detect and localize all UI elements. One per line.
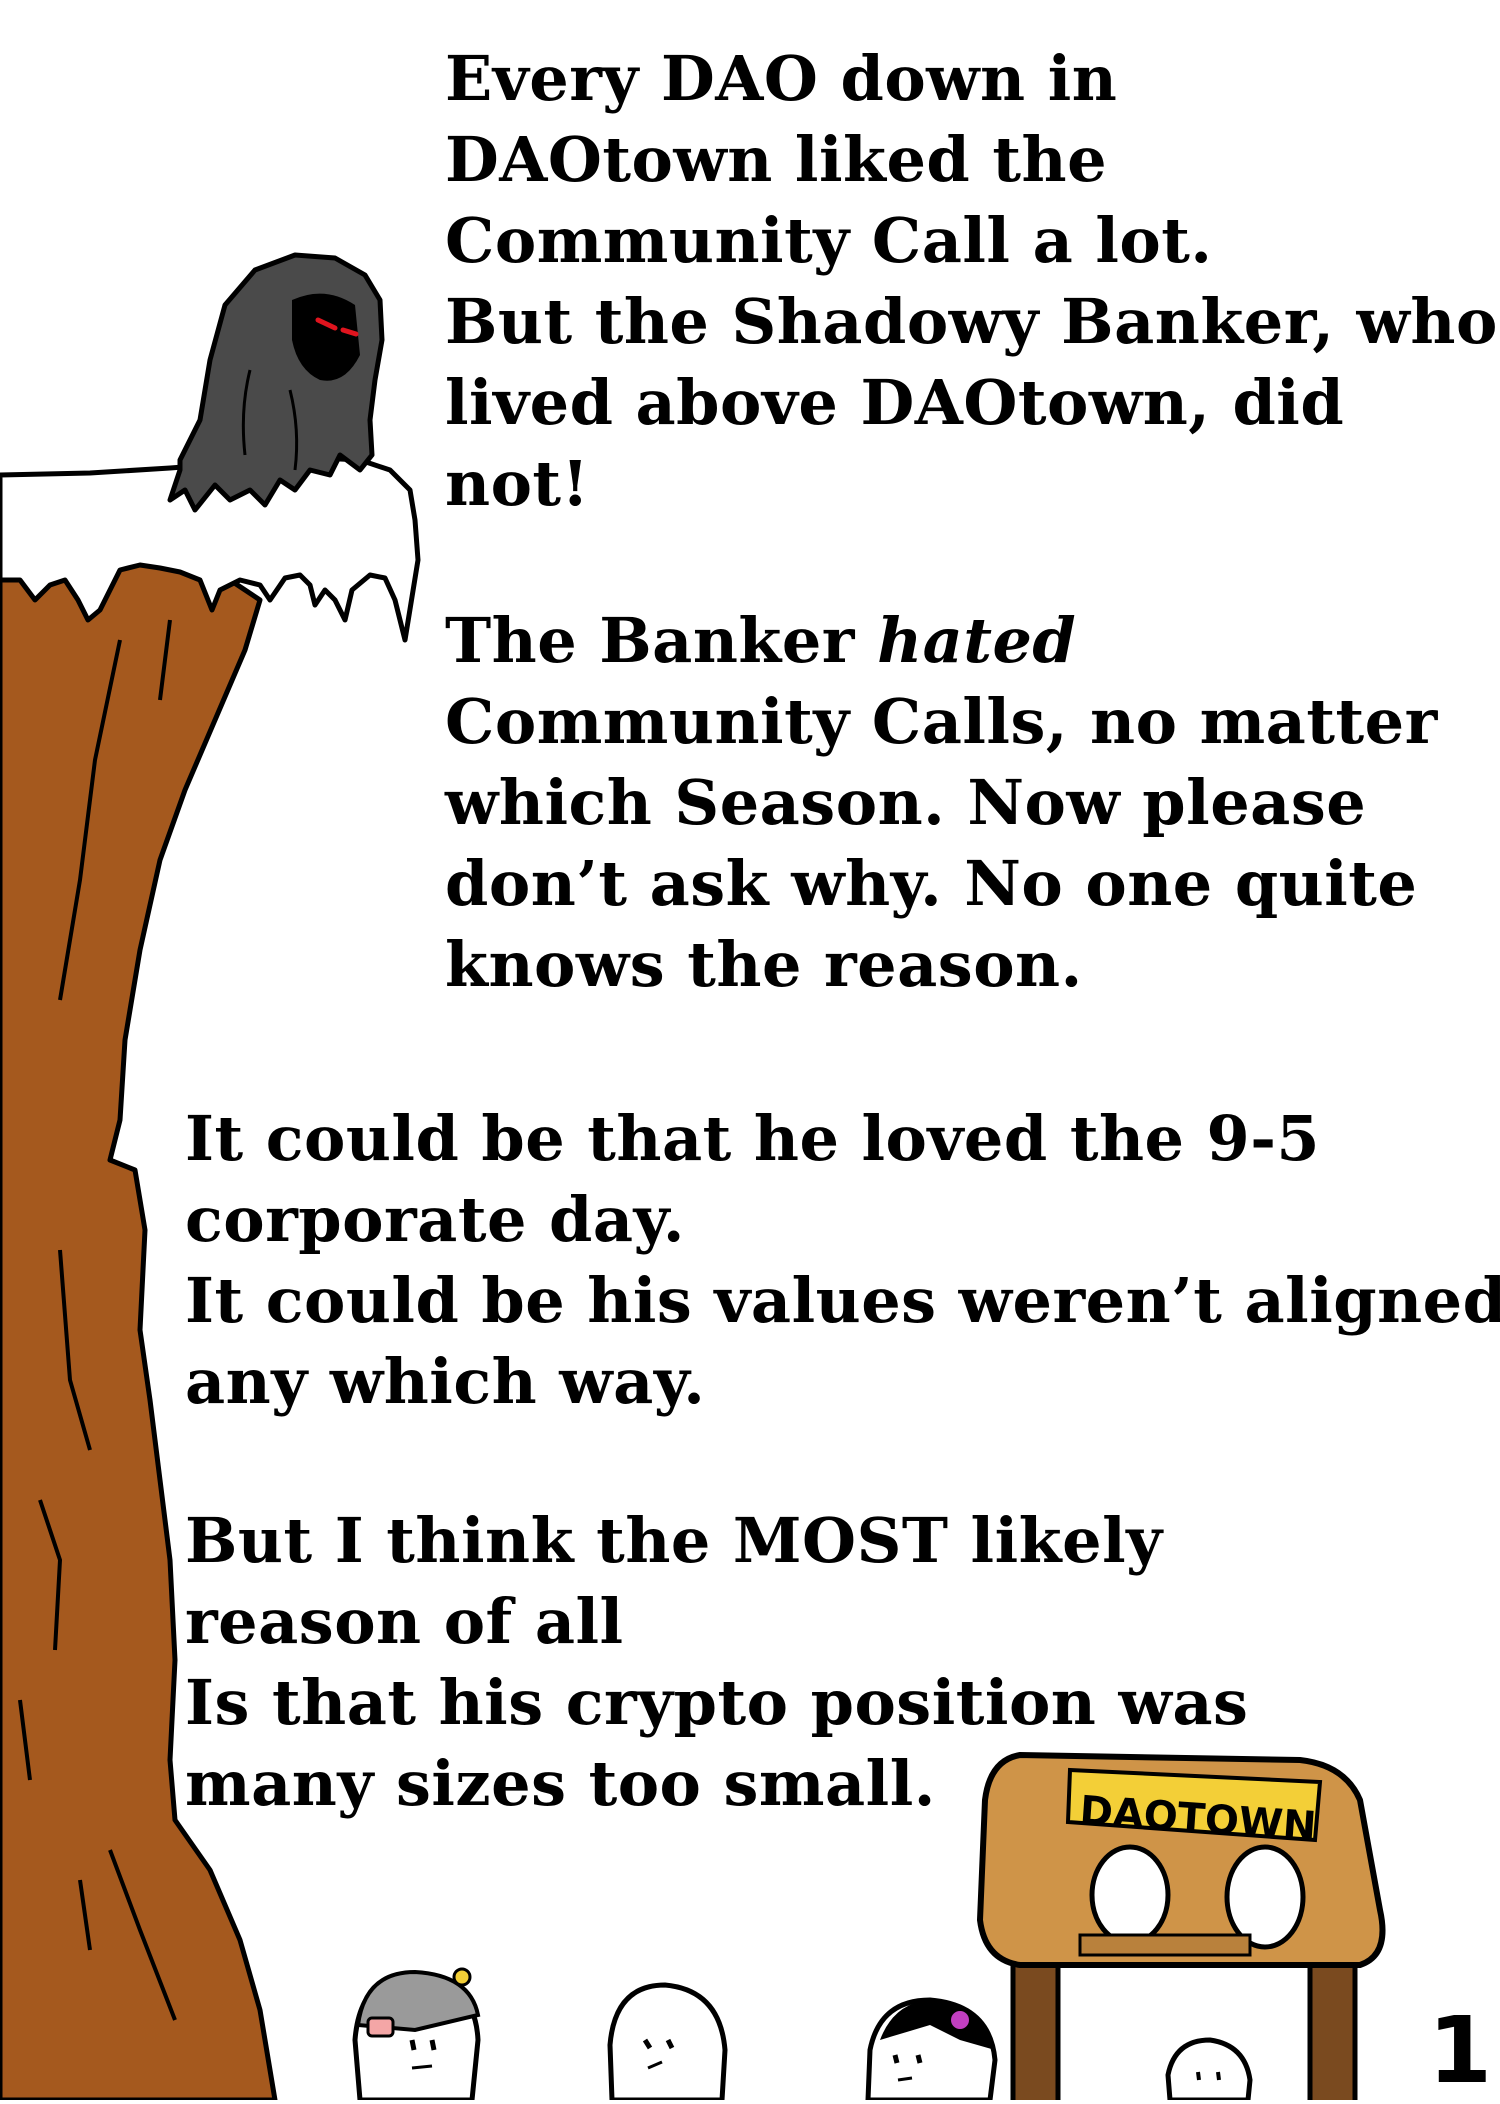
story-paragraph-2: The Banker hated Community Calls, no mat…	[445, 600, 1438, 1005]
page-number: 1	[1428, 1997, 1493, 2104]
story-line: But the Shadowy Banker, who	[445, 285, 1498, 358]
shadowy-banker	[167, 252, 385, 513]
story-text: The Banker	[445, 604, 878, 677]
dao-character-helmet	[352, 1967, 481, 2100]
story-line: any which way.	[185, 1345, 706, 1418]
story-line: Is that his crypto position was	[185, 1666, 1249, 1739]
story-line: don’t ask why. No one quite	[445, 847, 1418, 920]
dao-character-behind-sign	[1165, 2037, 1253, 2100]
dao-character-flower	[865, 1997, 998, 2100]
story-line: reason of all	[185, 1585, 624, 1658]
story-line: It could be that he loved the 9-5	[185, 1102, 1321, 1175]
story-line: Every DAO down in	[445, 42, 1118, 115]
story-line: not!	[445, 447, 590, 520]
story-line: Community Call a lot.	[445, 204, 1213, 277]
story-line: lived above DAOtown, did	[445, 366, 1345, 439]
daotown-sign	[977, 1752, 1386, 2100]
story-line: which Season. Now please	[445, 766, 1367, 839]
story-paragraph-3: It could be that he loved the 9-5 corpor…	[185, 1098, 1500, 1422]
story-paragraph-4: But I think the MOST likely reason of al…	[185, 1500, 1248, 1824]
story-line: The Banker hated	[445, 600, 1438, 681]
story-line: many sizes too small.	[185, 1747, 936, 1820]
story-line: But I think the MOST likely	[185, 1504, 1163, 1577]
cliff	[0, 455, 421, 2100]
story-line: knows the reason.	[445, 928, 1083, 1001]
dao-character-middle	[607, 1982, 728, 2100]
story-emphasis: hated	[877, 604, 1077, 677]
story-line: It could be his values weren’t aligned	[185, 1264, 1500, 1337]
story-line: corporate day.	[185, 1183, 686, 1256]
story-line: Community Calls, no matter	[445, 685, 1438, 758]
story-paragraph-1: Every DAO down in DAOtown liked the Comm…	[445, 38, 1498, 524]
story-line: DAOtown liked the	[445, 123, 1108, 196]
